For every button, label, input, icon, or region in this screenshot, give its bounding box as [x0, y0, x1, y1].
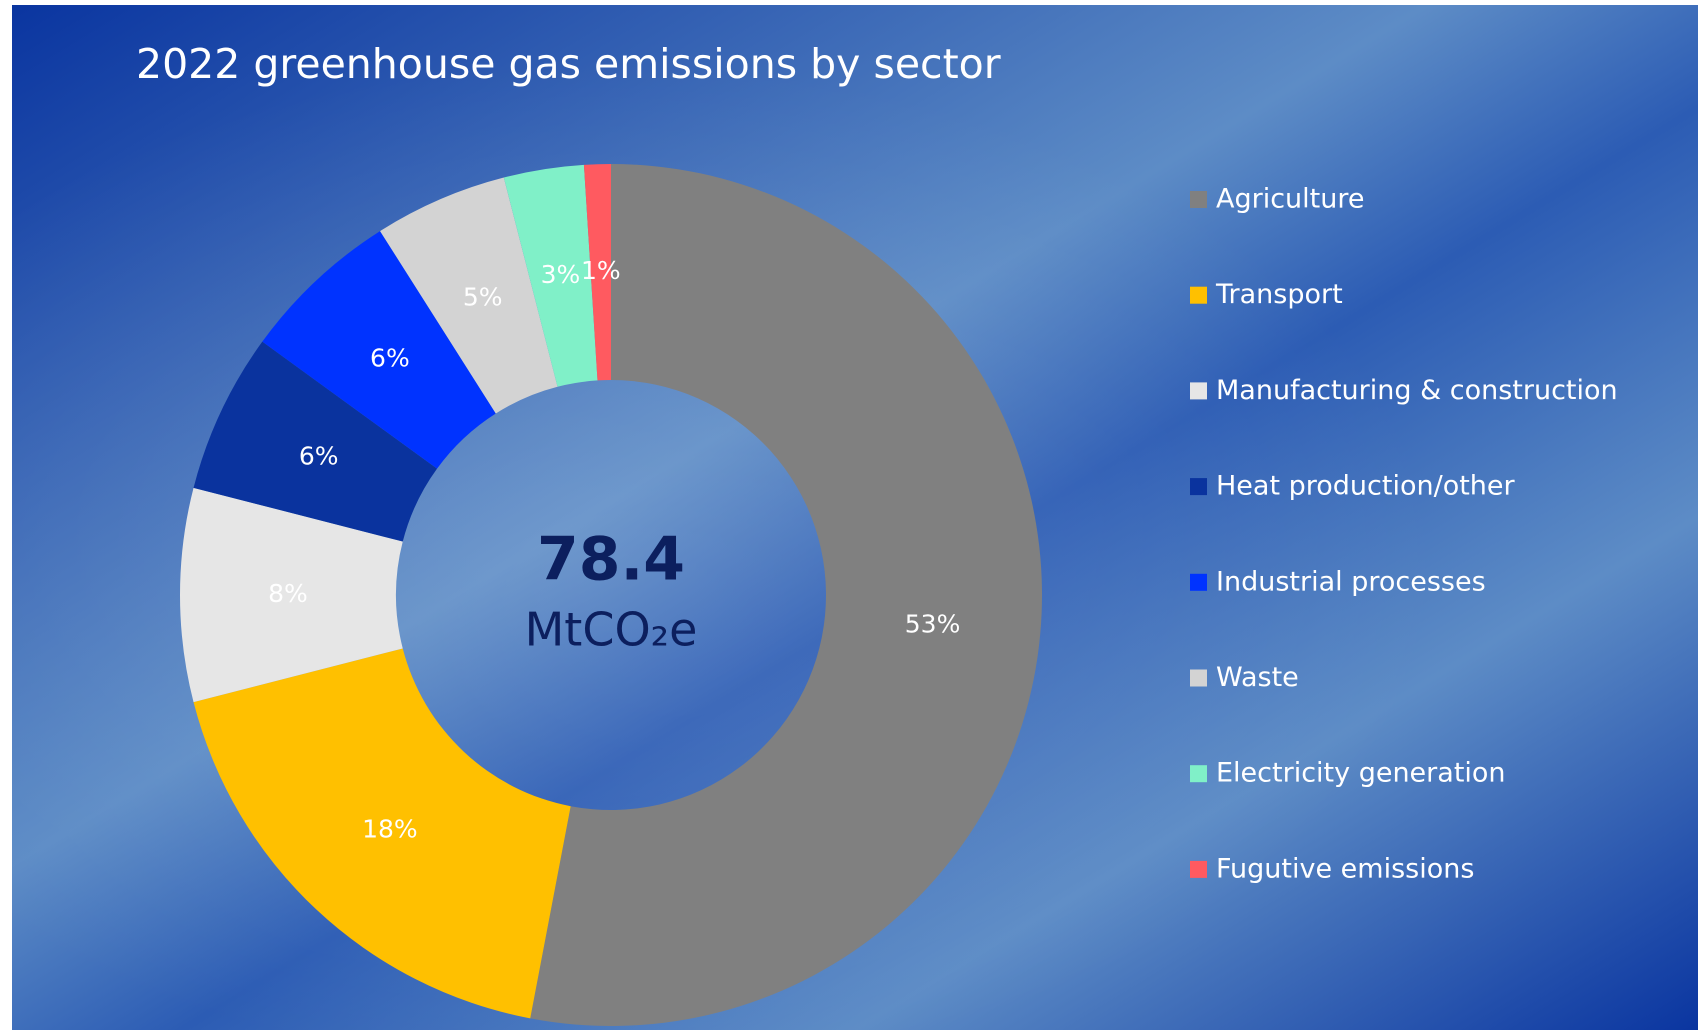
data-label: 3% — [541, 260, 581, 289]
legend-label: Transport — [1215, 279, 1343, 310]
donut-slice — [530, 164, 1043, 1026]
donut-slice — [193, 341, 438, 542]
data-label: 8% — [268, 579, 308, 608]
center-unit: MtCO₂e — [525, 603, 698, 657]
data-label: 6% — [299, 441, 339, 470]
legend-swatch — [1190, 382, 1207, 400]
legend-swatch — [1190, 860, 1207, 878]
donut-slice — [180, 487, 403, 703]
legend-label: Agriculture — [1216, 184, 1365, 215]
legend-label: Heat production/other — [1216, 471, 1516, 502]
chart-title: 2022 greenhouse gas emissions by sector — [136, 40, 1001, 88]
legend-label: Fugutive emissions — [1216, 853, 1474, 884]
data-label: 5% — [463, 283, 503, 312]
legend-swatch — [1190, 478, 1207, 496]
legend-swatch — [1190, 573, 1207, 591]
legend-swatch — [1190, 765, 1207, 783]
donut-slice — [583, 164, 611, 381]
legend-swatch — [1190, 669, 1207, 687]
data-label: 6% — [370, 344, 410, 373]
donut-slice — [380, 177, 558, 414]
data-label: 18% — [362, 814, 418, 843]
legend-label: Waste — [1216, 662, 1299, 693]
donut: 53% 18% 8% 6% 6% 5% 3% 1% — [180, 164, 1043, 1026]
legend-label: Electricity generation — [1216, 758, 1506, 789]
donut-slice — [193, 648, 571, 1019]
legend: Agriculture Transport Manufacturing & cons… — [1190, 184, 1618, 884]
center-value: 78.4 — [537, 525, 685, 595]
donut-slice — [262, 231, 496, 469]
data-label: 53% — [905, 609, 961, 638]
legend-swatch — [1190, 191, 1207, 208]
data-label: 1% — [581, 256, 621, 285]
legend-swatch — [1190, 286, 1207, 304]
legend-label: Industrial processes — [1216, 566, 1486, 597]
donut-slice — [503, 164, 598, 387]
legend-label: Manufacturing & construction — [1216, 375, 1618, 406]
